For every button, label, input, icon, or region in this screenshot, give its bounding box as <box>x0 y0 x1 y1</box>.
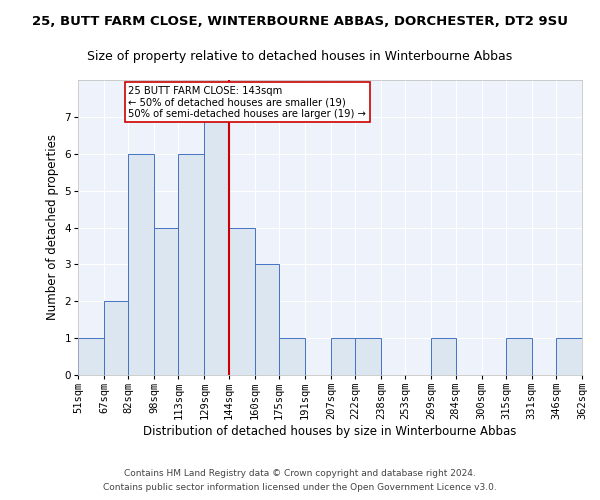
Bar <box>205 117 229 375</box>
Bar <box>355 338 381 375</box>
Text: 25 BUTT FARM CLOSE: 143sqm
← 50% of detached houses are smaller (19)
50% of semi: 25 BUTT FARM CLOSE: 143sqm ← 50% of deta… <box>128 86 366 118</box>
Bar <box>254 264 279 375</box>
Bar <box>506 338 532 375</box>
X-axis label: Distribution of detached houses by size in Winterbourne Abbas: Distribution of detached houses by size … <box>143 425 517 438</box>
Y-axis label: Number of detached properties: Number of detached properties <box>46 134 59 320</box>
Bar <box>229 228 254 375</box>
Bar <box>431 338 455 375</box>
Text: Size of property relative to detached houses in Winterbourne Abbas: Size of property relative to detached ho… <box>88 50 512 63</box>
Bar <box>78 338 104 375</box>
Bar <box>154 228 178 375</box>
Bar <box>128 154 154 375</box>
Text: Contains HM Land Registry data © Crown copyright and database right 2024.: Contains HM Land Registry data © Crown c… <box>124 468 476 477</box>
Bar <box>178 154 205 375</box>
Bar <box>279 338 305 375</box>
Text: Contains public sector information licensed under the Open Government Licence v3: Contains public sector information licen… <box>103 484 497 492</box>
Bar <box>104 301 128 375</box>
Bar <box>556 338 582 375</box>
Text: 25, BUTT FARM CLOSE, WINTERBOURNE ABBAS, DORCHESTER, DT2 9SU: 25, BUTT FARM CLOSE, WINTERBOURNE ABBAS,… <box>32 15 568 28</box>
Bar <box>331 338 355 375</box>
